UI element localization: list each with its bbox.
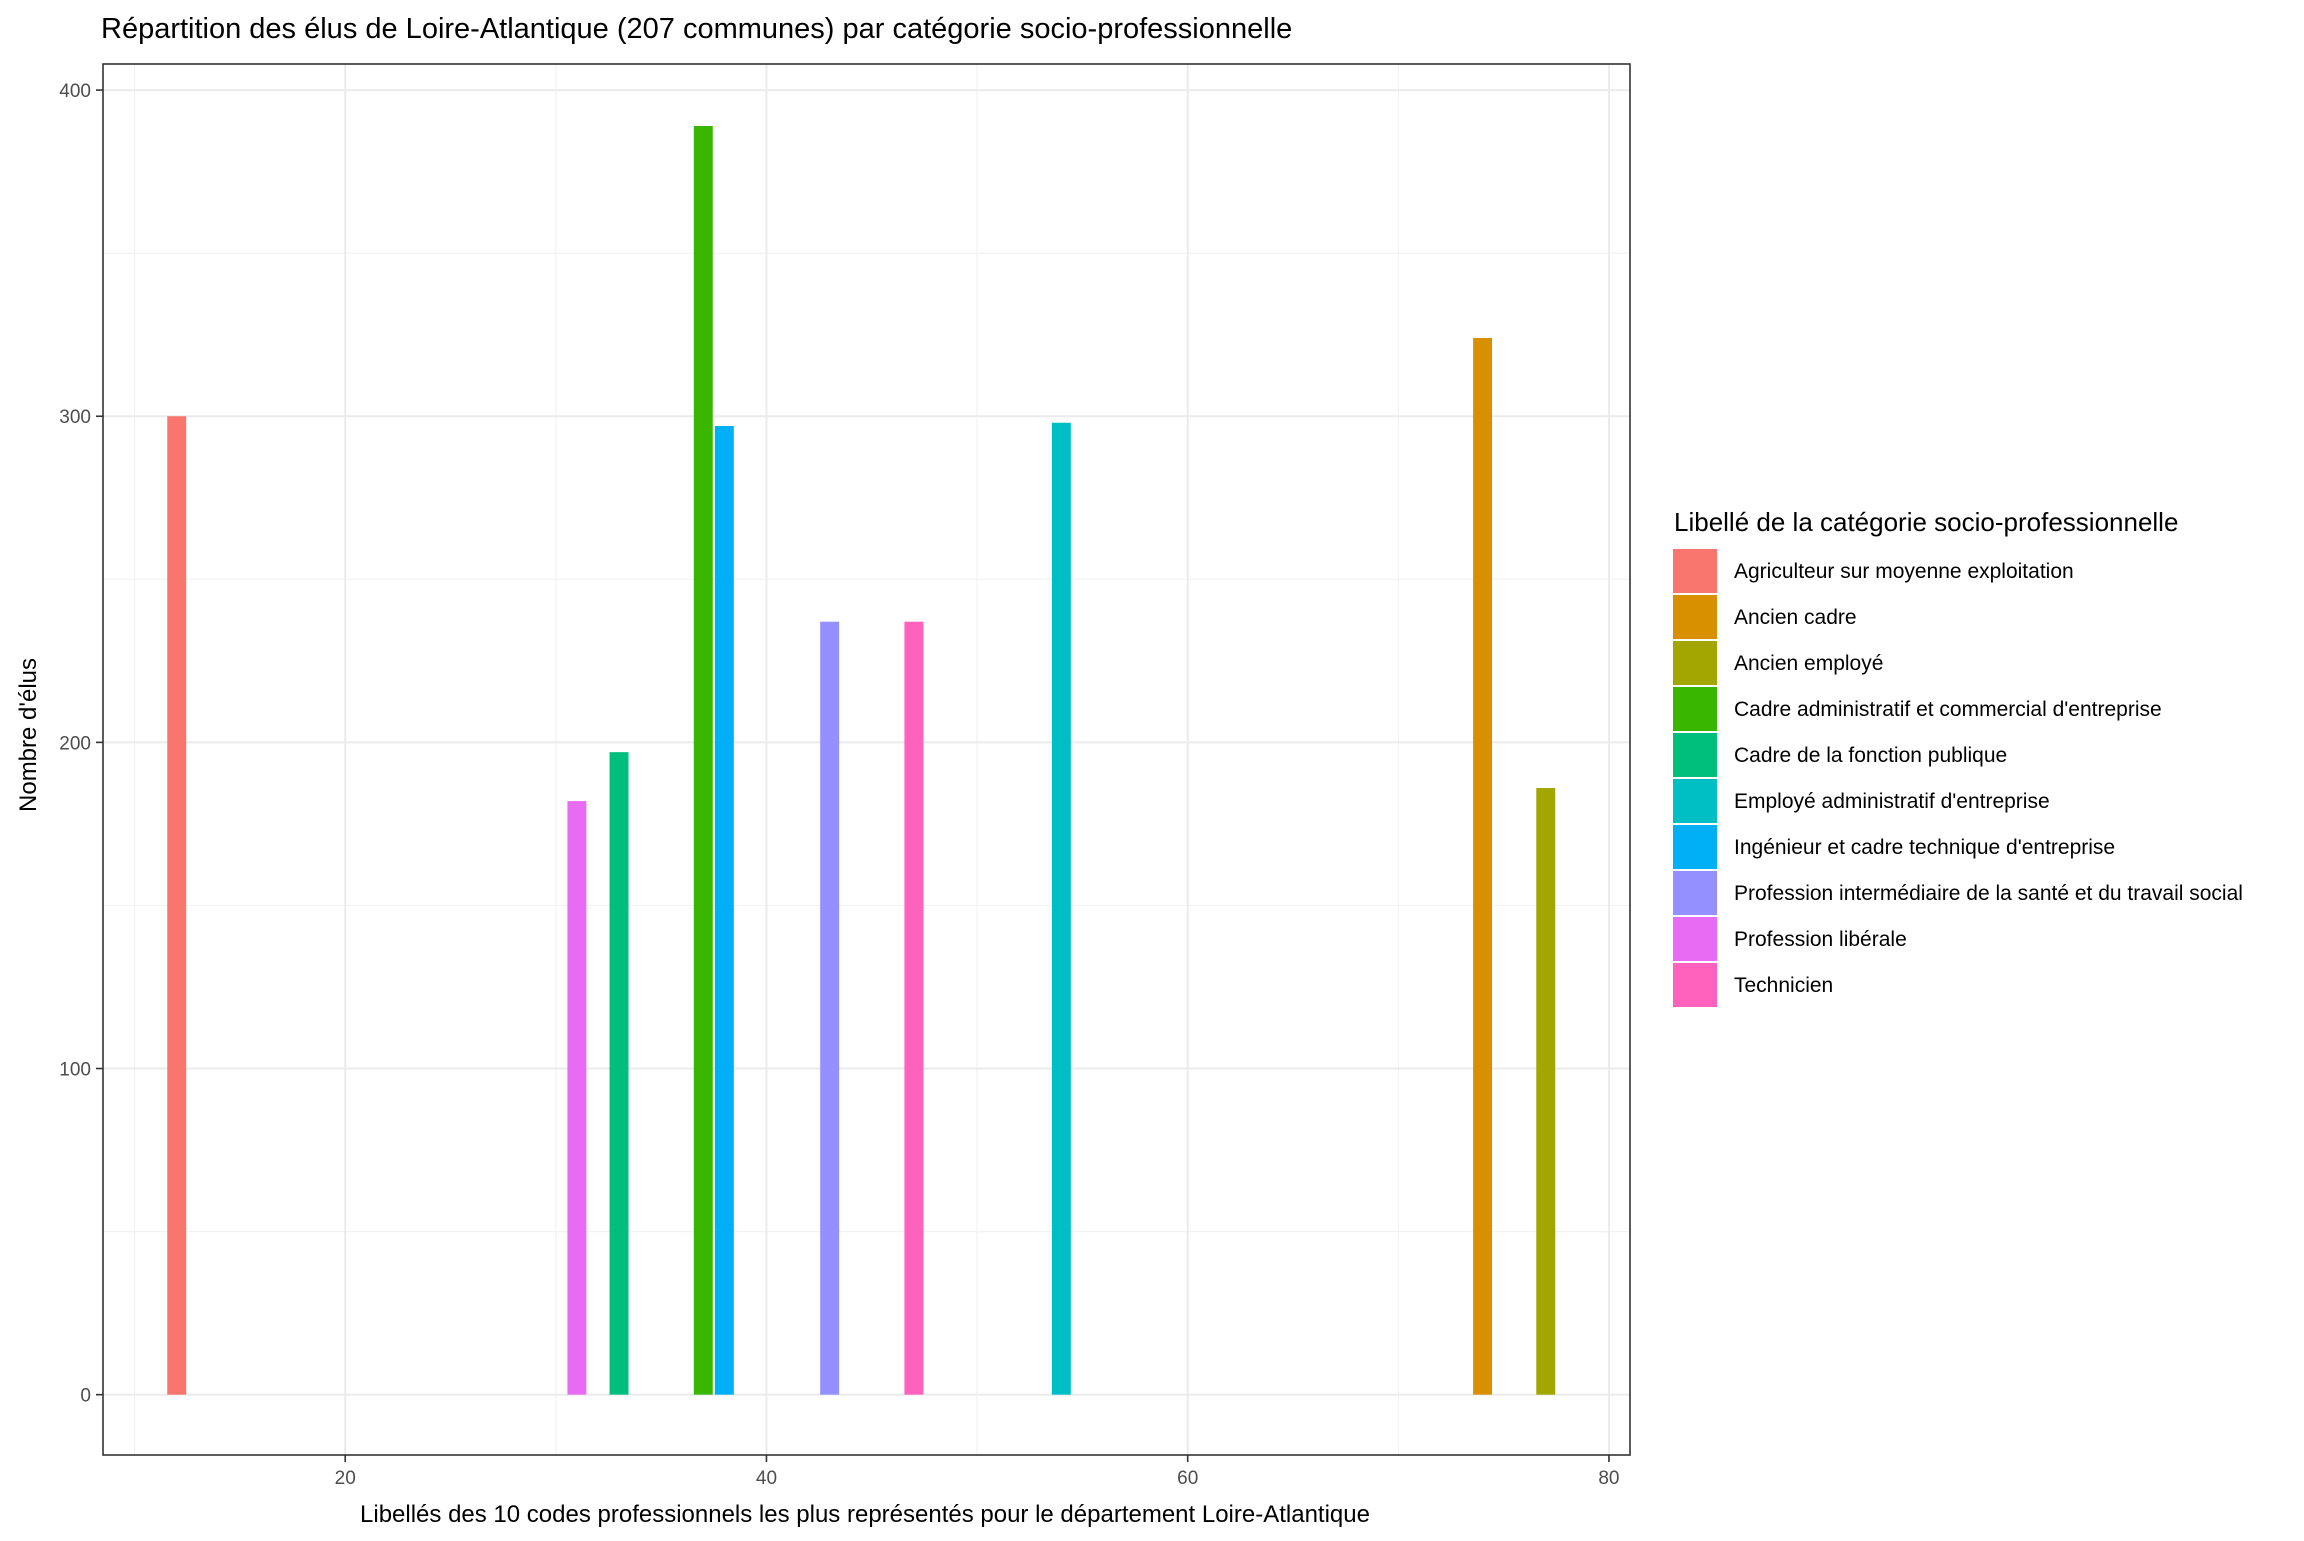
legend-key (1673, 963, 1717, 1007)
x-tick-label: 60 (1177, 1468, 1198, 1489)
legend-label: Ingénieur et cadre technique d'entrepris… (1734, 836, 2115, 859)
y-axis-label: Nombre d'élus (15, 658, 42, 812)
legend-label: Cadre administratif et commercial d'entr… (1734, 698, 2162, 721)
y-tick-label: 0 (80, 1386, 91, 1407)
legend-key (1673, 641, 1717, 685)
legend-title: Libellé de la catégorie socio-profession… (1674, 507, 2178, 537)
legend-key (1673, 687, 1717, 731)
y-tick-label: 200 (59, 733, 91, 754)
legend-label: Profession intermédiaire de la santé et … (1734, 882, 2243, 905)
legend-key (1673, 549, 1717, 593)
legend-label: Agriculteur sur moyenne exploitation (1734, 560, 2074, 583)
chart-title: Répartition des élus de Loire-Atlantique… (101, 13, 1292, 45)
bar (693, 125, 713, 1395)
legend-key (1673, 779, 1717, 823)
y-tick-label: 400 (59, 81, 91, 102)
legend-key (1673, 871, 1717, 915)
y-tick-label: 300 (59, 407, 91, 428)
bar (904, 621, 924, 1395)
plot-border (102, 63, 1631, 1456)
x-tick-label: 20 (335, 1468, 356, 1489)
bar (714, 426, 734, 1395)
bar (820, 621, 840, 1395)
bar (1536, 788, 1556, 1395)
bar (567, 801, 587, 1395)
x-tick-label: 40 (756, 1468, 777, 1489)
legend-key (1673, 825, 1717, 869)
legend-key (1673, 595, 1717, 639)
legend: Agriculteur sur moyenne exploitation Anci… (1673, 549, 2243, 1007)
x-tick-label: 80 (1598, 1468, 1619, 1489)
y-tick-label: 100 (59, 1060, 91, 1081)
bar (1473, 337, 1493, 1395)
plot-panel (103, 64, 1630, 1455)
legend-label: Profession libérale (1734, 928, 1907, 951)
legend-label: Ancien employé (1734, 652, 1883, 675)
bar (1051, 422, 1071, 1395)
legend-label: Employé administratif d'entreprise (1734, 790, 2050, 813)
bar (167, 416, 187, 1395)
legend-key (1673, 733, 1717, 777)
x-axis-label: Libellés des 10 codes professionnels les… (360, 1501, 1370, 1528)
legend-label: Ancien cadre (1734, 606, 1857, 629)
legend-label: Technicien (1734, 974, 1833, 997)
legend-key (1673, 917, 1717, 961)
legend-label: Cadre de la fonction publique (1734, 744, 2007, 767)
bar (609, 752, 629, 1395)
